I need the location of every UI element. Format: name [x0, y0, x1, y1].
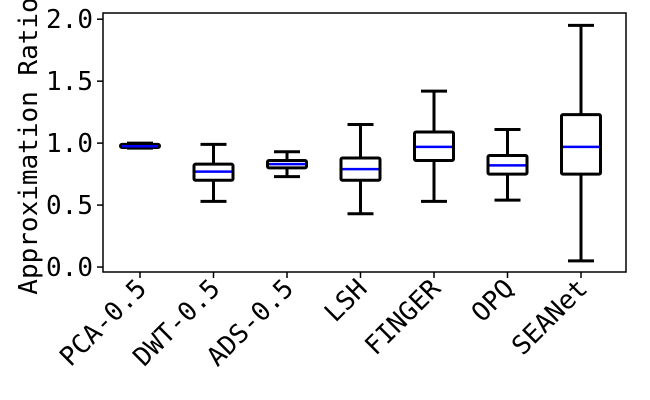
- x-tick-label: LSH: [319, 274, 373, 328]
- box-ads-0.5: [266, 150, 308, 179]
- box-pca-0.5: [119, 141, 161, 150]
- boxes-group: [119, 23, 602, 263]
- y-axis-label: Approximation Ratio: [14, 0, 44, 295]
- y-tick-label: 1.0: [46, 129, 93, 159]
- y-axis-ticks: 0.0 0.5 1.0 1.5 2.0: [46, 5, 103, 283]
- box-seanet: [560, 23, 602, 263]
- plot-frame: [102, 12, 627, 273]
- box-finger: [413, 89, 455, 203]
- y-tick-label: 1.5: [46, 67, 93, 97]
- x-tick-label: SEANet: [506, 274, 594, 362]
- box-dwt-0.5: [192, 142, 235, 203]
- x-tick-label: FINGER: [359, 273, 447, 361]
- x-tick-label: OPQ: [466, 274, 520, 328]
- y-tick-label: 0.5: [46, 191, 93, 221]
- box-lsh: [339, 123, 382, 216]
- y-tick-label: 0.0: [46, 253, 93, 283]
- y-tick-label: 2.0: [46, 5, 93, 35]
- iqr-box: [560, 113, 602, 176]
- box-opq: [486, 127, 529, 202]
